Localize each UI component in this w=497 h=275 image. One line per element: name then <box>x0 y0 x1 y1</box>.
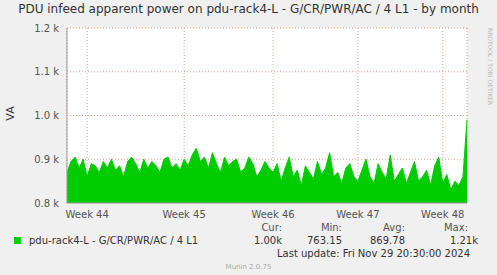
html-text:Avg:: Avg: <box>383 222 405 233</box>
svg-text:Week 45: Week 45 <box>163 209 206 220</box>
svg-text:1.0 k: 1.0 k <box>34 110 59 121</box>
html-text:PDU infeed apparent power on p: PDU infeed apparent power on pdu-rack4-L… <box>18 2 479 16</box>
svg-text:0.9 k: 0.9 k <box>34 154 59 165</box>
html-text:Cur:: Cur: <box>261 222 282 233</box>
html-text:Munin 2.0.75: Munin 2.0.75 <box>225 263 272 271</box>
svg-text:Week 47: Week 47 <box>336 209 379 220</box>
svg-text:0.8 k: 0.8 k <box>34 198 59 209</box>
svg-text:Week 44: Week 44 <box>66 209 109 220</box>
svg-text:Week 48: Week 48 <box>421 209 464 220</box>
html-text:VA: VA <box>3 106 17 121</box>
html-text:869.78: 869.78 <box>370 235 405 246</box>
html-text:1.21k: 1.21k <box>449 235 478 246</box>
html-text:RRDTOOL / TOBI OETIKER: RRDTOOL / TOBI OETIKER <box>487 28 494 106</box>
html-text:1.00k: 1.00k <box>253 235 282 246</box>
html-text:Last update: Fri Nov 29 20:30:: Last update: Fri Nov 29 20:30:00 2024 <box>277 248 470 259</box>
svg-text:1.1 k: 1.1 k <box>34 66 59 77</box>
html-text:Max:: Max: <box>444 222 468 233</box>
html-text:pdu-rack4-L - G/CR/PWR/AC / 4: pdu-rack4-L - G/CR/PWR/AC / 4 L1 <box>29 235 199 246</box>
svg-text:1.2 k: 1.2 k <box>34 23 59 34</box>
html-text:Min:: Min: <box>320 222 342 233</box>
html-text:763.15: 763.15 <box>307 235 342 246</box>
svg-text:Week 46: Week 46 <box>251 209 294 220</box>
